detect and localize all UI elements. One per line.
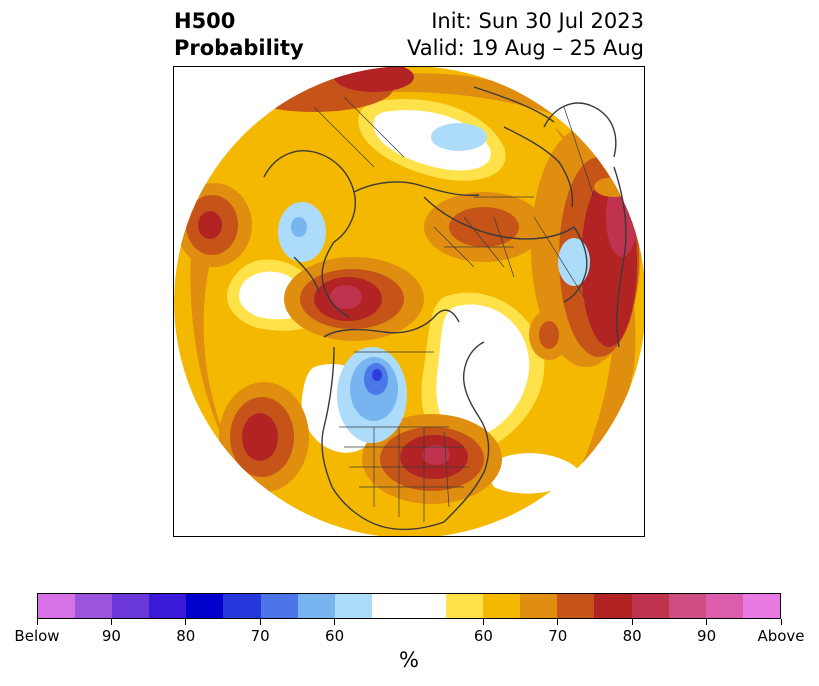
colorbar-tick-label: Below — [14, 627, 60, 645]
colorbar-segment — [334, 594, 372, 618]
colorbar-tick-label: 80 — [622, 627, 642, 645]
colorbar — [37, 593, 781, 619]
probability-field — [174, 67, 644, 536]
colorbar-tick-label: Above — [757, 627, 805, 645]
colorbar-segment — [557, 594, 595, 618]
map-svg — [174, 67, 644, 536]
colorbar-tick — [482, 619, 484, 625]
colorbar-unit-label: % — [399, 648, 419, 672]
colorbar-segment — [186, 594, 224, 618]
colorbar-tick — [557, 619, 559, 625]
product-subtitle: Probability — [174, 36, 304, 60]
colorbar-segment — [520, 594, 558, 618]
colorbar-segment — [297, 594, 335, 618]
colorbar-tick — [334, 619, 336, 625]
colorbar-segment — [260, 594, 298, 618]
colorbar-segment — [75, 594, 113, 618]
colorbar-segment — [705, 594, 743, 618]
colorbar-segment — [594, 594, 632, 618]
colorbar-segment — [408, 594, 447, 618]
colorbar-tick-label: 90 — [697, 627, 717, 645]
colorbar-segment — [112, 594, 150, 618]
colorbar-segment — [223, 594, 261, 618]
colorbar-tick-label: 70 — [250, 627, 270, 645]
polar-probability-map[interactable] — [173, 66, 645, 537]
colorbar-tick-label: 90 — [101, 627, 121, 645]
colorbar-tick — [631, 619, 633, 625]
colorbar-tick-label: 60 — [473, 627, 493, 645]
colorbar-tick-label: 80 — [176, 627, 196, 645]
colorbar-tick-label: 70 — [548, 627, 568, 645]
init-date: Init: Sun 30 Jul 2023 — [431, 9, 644, 33]
colorbar-tick — [259, 619, 261, 625]
colorbar-segment — [446, 594, 484, 618]
colorbar-tick-label: 60 — [325, 627, 345, 645]
colorbar-segment — [371, 594, 409, 618]
colorbar-tick — [780, 619, 782, 625]
colorbar-segment — [38, 594, 76, 618]
colorbar-segment — [631, 594, 669, 618]
colorbar-tick — [110, 619, 112, 625]
colorbar-segment — [483, 594, 521, 618]
colorbar-segment — [668, 594, 706, 618]
title-block-left: H500 Probability — [174, 8, 304, 62]
colorbar-segment — [149, 594, 187, 618]
coastlines — [263, 86, 627, 531]
variable-title: H500 — [174, 9, 236, 33]
colorbar-tick — [36, 619, 38, 625]
borders — [313, 96, 595, 522]
valid-range: Valid: 19 Aug – 25 Aug — [406, 36, 644, 60]
colorbar-tick — [185, 619, 187, 625]
colorbar-segment — [742, 594, 780, 618]
colorbar-tick — [706, 619, 708, 625]
title-block-right: Init: Sun 30 Jul 2023 Valid: 19 Aug – 25… — [407, 8, 644, 62]
